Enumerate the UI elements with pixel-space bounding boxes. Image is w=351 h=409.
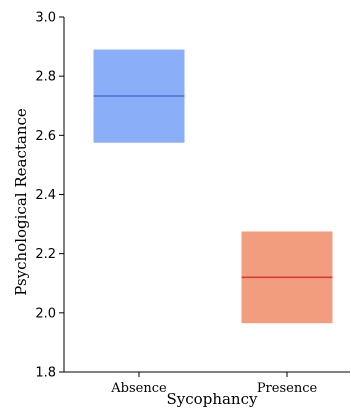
y-tick-label: 2.8 — [35, 70, 56, 85]
y-tick-label: 3.0 — [35, 11, 56, 26]
y-tick-label: 2.2 — [35, 247, 56, 262]
x-tick-label: Absence — [110, 381, 167, 396]
y-tick-label: 2.4 — [35, 188, 56, 203]
y-tick-label: 2.6 — [35, 129, 56, 144]
y-tick-label: 1.8 — [35, 366, 56, 381]
y-axis-title: Psychological Reactance — [12, 108, 30, 296]
y-tick-label: 2.0 — [35, 306, 56, 321]
x-ticks: Absence Presence — [110, 372, 317, 396]
y-ticks: 1.8 2.0 2.2 2.4 2.6 2.8 3.0 — [35, 11, 64, 381]
plot-area — [93, 49, 333, 324]
x-axis-title: Sycophancy — [167, 390, 258, 408]
x-tick-label: Presence — [257, 381, 318, 396]
